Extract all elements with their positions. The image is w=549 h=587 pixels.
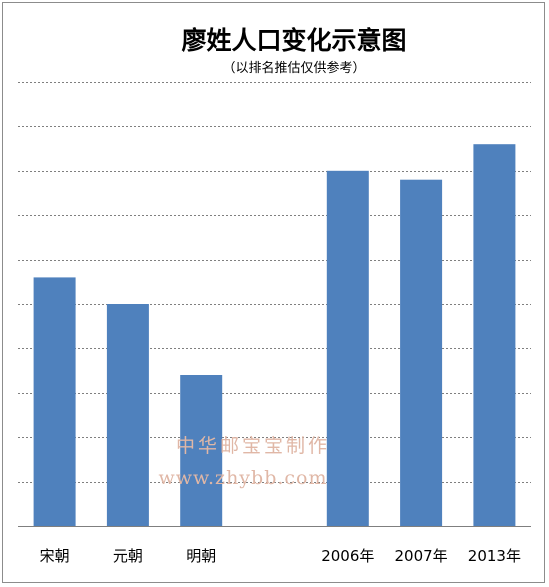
bar <box>473 144 515 526</box>
bar <box>107 304 149 526</box>
x-tick-label: 2007年 <box>395 547 448 565</box>
x-tick-label: 2006年 <box>321 547 374 565</box>
watermark-line1: 中华邮宝宝制作 <box>176 435 330 457</box>
x-tick-label: 明朝 <box>186 547 216 565</box>
x-tick-label: 宋朝 <box>40 547 70 565</box>
watermark-line2: www.zhybb.com <box>158 467 327 489</box>
bar <box>327 171 369 526</box>
chart-subtitle: （以排名推估仅供参考） <box>222 60 365 76</box>
x-tick-label: 元朝 <box>113 547 143 565</box>
bar <box>400 180 442 526</box>
gridlines <box>18 83 531 527</box>
x-tick-label: 2013年 <box>468 547 521 565</box>
bar <box>34 277 76 526</box>
x-tick-labels: 宋朝 元朝 明朝 2006年 2007年 2013年 <box>40 547 521 565</box>
chart-title: 廖姓人口变化示意图 <box>181 26 406 55</box>
